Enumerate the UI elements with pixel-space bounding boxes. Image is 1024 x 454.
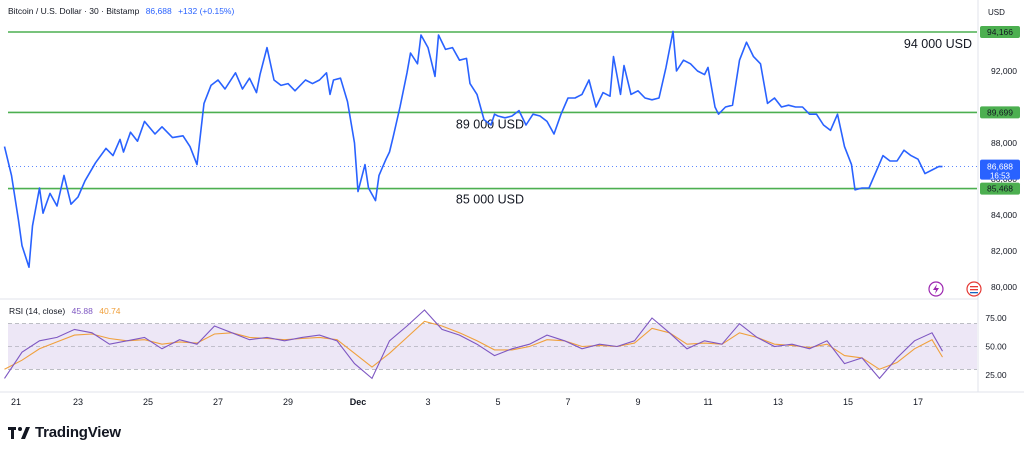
right-toolbar (928, 281, 982, 297)
x-tick-label: 29 (283, 397, 293, 407)
last-price: 86,688 (145, 6, 172, 16)
x-tick-label: 23 (73, 397, 83, 407)
brand[interactable]: TradingView (8, 424, 121, 441)
rsi-title: RSI (14, close) (9, 306, 66, 316)
y-tick-label: 84,000 (991, 210, 1017, 220)
price-badge-time: 16:53 (990, 172, 1011, 181)
rsi-tick-label: 50.00 (985, 342, 1007, 352)
rsi-tick-label: 75.00 (985, 313, 1007, 323)
y-tick-label: 88,000 (991, 138, 1017, 148)
y-tick-label: 82,000 (991, 246, 1017, 256)
price-badge (980, 182, 1020, 195)
x-tick-label: 5 (495, 397, 500, 407)
price-badge (980, 159, 1020, 180)
x-tick-label: 15 (843, 397, 853, 407)
currency-label[interactable]: USD (988, 8, 1005, 17)
level-annotation: 94 000 USD (904, 37, 972, 51)
price-badge-label: 94,166 (987, 27, 1013, 37)
x-tick-label: 27 (213, 397, 223, 407)
x-tick-label: 9 (635, 397, 640, 407)
symbol-header: Bitcoin / U.S. Dollar · 30 · Bitstamp 86… (8, 6, 234, 16)
flag-icon[interactable] (966, 281, 982, 297)
x-tick-label: Dec (350, 397, 367, 407)
price-badge (980, 106, 1020, 119)
x-tick-label: 3 (425, 397, 430, 407)
rsi-pane[interactable] (4, 309, 978, 380)
rsi-ma-line (4, 320, 943, 370)
rsi-value: 45.88 (71, 306, 93, 316)
flash-icon[interactable] (928, 281, 944, 297)
rsi-ma-value: 40.74 (99, 306, 121, 316)
price-change: +132 (+0.15%) (178, 6, 235, 16)
y-tick-label: 80,000 (991, 282, 1017, 292)
time-axis: 21 23 25 27 29 Dec 3 5 7 9 11 13 15 17 (0, 391, 1024, 407)
level-annotation: 85 000 USD (456, 193, 524, 207)
y-tick-label: 92,000 (991, 66, 1017, 76)
price-axis: 80,00082,00084,00086,00088,00092,00094,1… (977, 0, 1020, 392)
x-tick-label: 25 (143, 397, 153, 407)
rsi-header: RSI (14, close) 45.88 40.74 (9, 306, 121, 316)
symbol-title: Bitcoin / U.S. Dollar · 30 · Bitstamp (8, 6, 140, 16)
x-tick-label: 11 (703, 397, 712, 407)
price-badge (980, 26, 1020, 38)
tradingview-logo-icon (8, 426, 30, 439)
rsi-line (4, 309, 943, 380)
price-badge-label: 86,688 (987, 162, 1013, 172)
x-tick-label: 7 (565, 397, 570, 407)
x-tick-label: 17 (913, 397, 923, 407)
price-badge-label: 85,468 (987, 184, 1013, 194)
rsi-tick-label: 25.00 (985, 370, 1007, 380)
price-badge-label: 89,699 (987, 107, 1013, 117)
x-tick-label: 21 (11, 397, 21, 407)
price-line (3, 30, 943, 269)
x-tick-label: 13 (773, 397, 783, 407)
brand-name: TradingView (35, 424, 121, 441)
